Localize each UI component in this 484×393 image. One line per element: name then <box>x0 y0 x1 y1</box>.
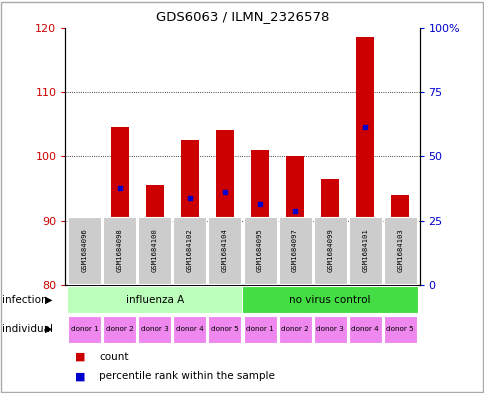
Bar <box>321 179 338 285</box>
FancyBboxPatch shape <box>103 217 136 284</box>
Text: donor 4: donor 4 <box>350 326 378 332</box>
FancyBboxPatch shape <box>348 316 381 343</box>
Text: GSM1684096: GSM1684096 <box>82 229 88 272</box>
Text: GSM1684095: GSM1684095 <box>257 229 262 272</box>
Text: infection: infection <box>2 295 48 305</box>
FancyBboxPatch shape <box>383 316 416 343</box>
Text: individual: individual <box>2 324 53 334</box>
Bar <box>181 140 198 285</box>
Bar <box>146 185 163 285</box>
FancyBboxPatch shape <box>68 217 101 284</box>
Text: ■: ■ <box>75 351 86 362</box>
FancyBboxPatch shape <box>313 217 346 284</box>
FancyBboxPatch shape <box>138 217 171 284</box>
Text: donor 3: donor 3 <box>141 326 168 332</box>
FancyBboxPatch shape <box>67 286 242 313</box>
Text: ▶: ▶ <box>45 295 52 305</box>
Text: GSM1684099: GSM1684099 <box>327 229 333 272</box>
Text: donor 5: donor 5 <box>386 326 413 332</box>
Text: no virus control: no virus control <box>289 295 370 305</box>
Text: donor 4: donor 4 <box>176 326 203 332</box>
Text: influenza A: influenza A <box>125 295 183 305</box>
Text: donor 3: donor 3 <box>316 326 343 332</box>
Text: donor 5: donor 5 <box>211 326 238 332</box>
Text: GSM1684098: GSM1684098 <box>117 229 122 272</box>
Text: donor 1: donor 1 <box>71 326 98 332</box>
Bar <box>356 37 373 285</box>
FancyBboxPatch shape <box>313 316 346 343</box>
FancyBboxPatch shape <box>208 316 241 343</box>
Text: GSM1684103: GSM1684103 <box>396 229 402 272</box>
Text: donor 2: donor 2 <box>281 326 308 332</box>
Text: GSM1684097: GSM1684097 <box>291 229 298 272</box>
Text: donor 2: donor 2 <box>106 326 134 332</box>
FancyBboxPatch shape <box>278 316 311 343</box>
FancyBboxPatch shape <box>208 217 241 284</box>
Text: ▶: ▶ <box>45 324 52 334</box>
FancyBboxPatch shape <box>383 217 416 284</box>
FancyBboxPatch shape <box>138 316 171 343</box>
FancyBboxPatch shape <box>243 316 276 343</box>
Text: ■: ■ <box>75 371 86 382</box>
FancyBboxPatch shape <box>68 316 101 343</box>
Text: GSM1684104: GSM1684104 <box>222 229 227 272</box>
FancyBboxPatch shape <box>242 286 417 313</box>
Bar <box>111 127 128 285</box>
Bar <box>251 150 268 285</box>
Bar <box>216 130 233 285</box>
Text: GDS6063 / ILMN_2326578: GDS6063 / ILMN_2326578 <box>155 10 329 23</box>
Text: GSM1684102: GSM1684102 <box>186 229 193 272</box>
Text: percentile rank within the sample: percentile rank within the sample <box>99 371 275 382</box>
FancyBboxPatch shape <box>243 217 276 284</box>
FancyBboxPatch shape <box>173 316 206 343</box>
Bar <box>76 227 93 285</box>
Bar <box>391 195 408 285</box>
Bar <box>286 156 303 285</box>
FancyBboxPatch shape <box>103 316 136 343</box>
FancyBboxPatch shape <box>173 217 206 284</box>
FancyBboxPatch shape <box>348 217 381 284</box>
FancyBboxPatch shape <box>278 217 311 284</box>
Text: GSM1684100: GSM1684100 <box>151 229 157 272</box>
Text: count: count <box>99 351 129 362</box>
Text: GSM1684101: GSM1684101 <box>362 229 367 272</box>
Text: donor 1: donor 1 <box>246 326 273 332</box>
